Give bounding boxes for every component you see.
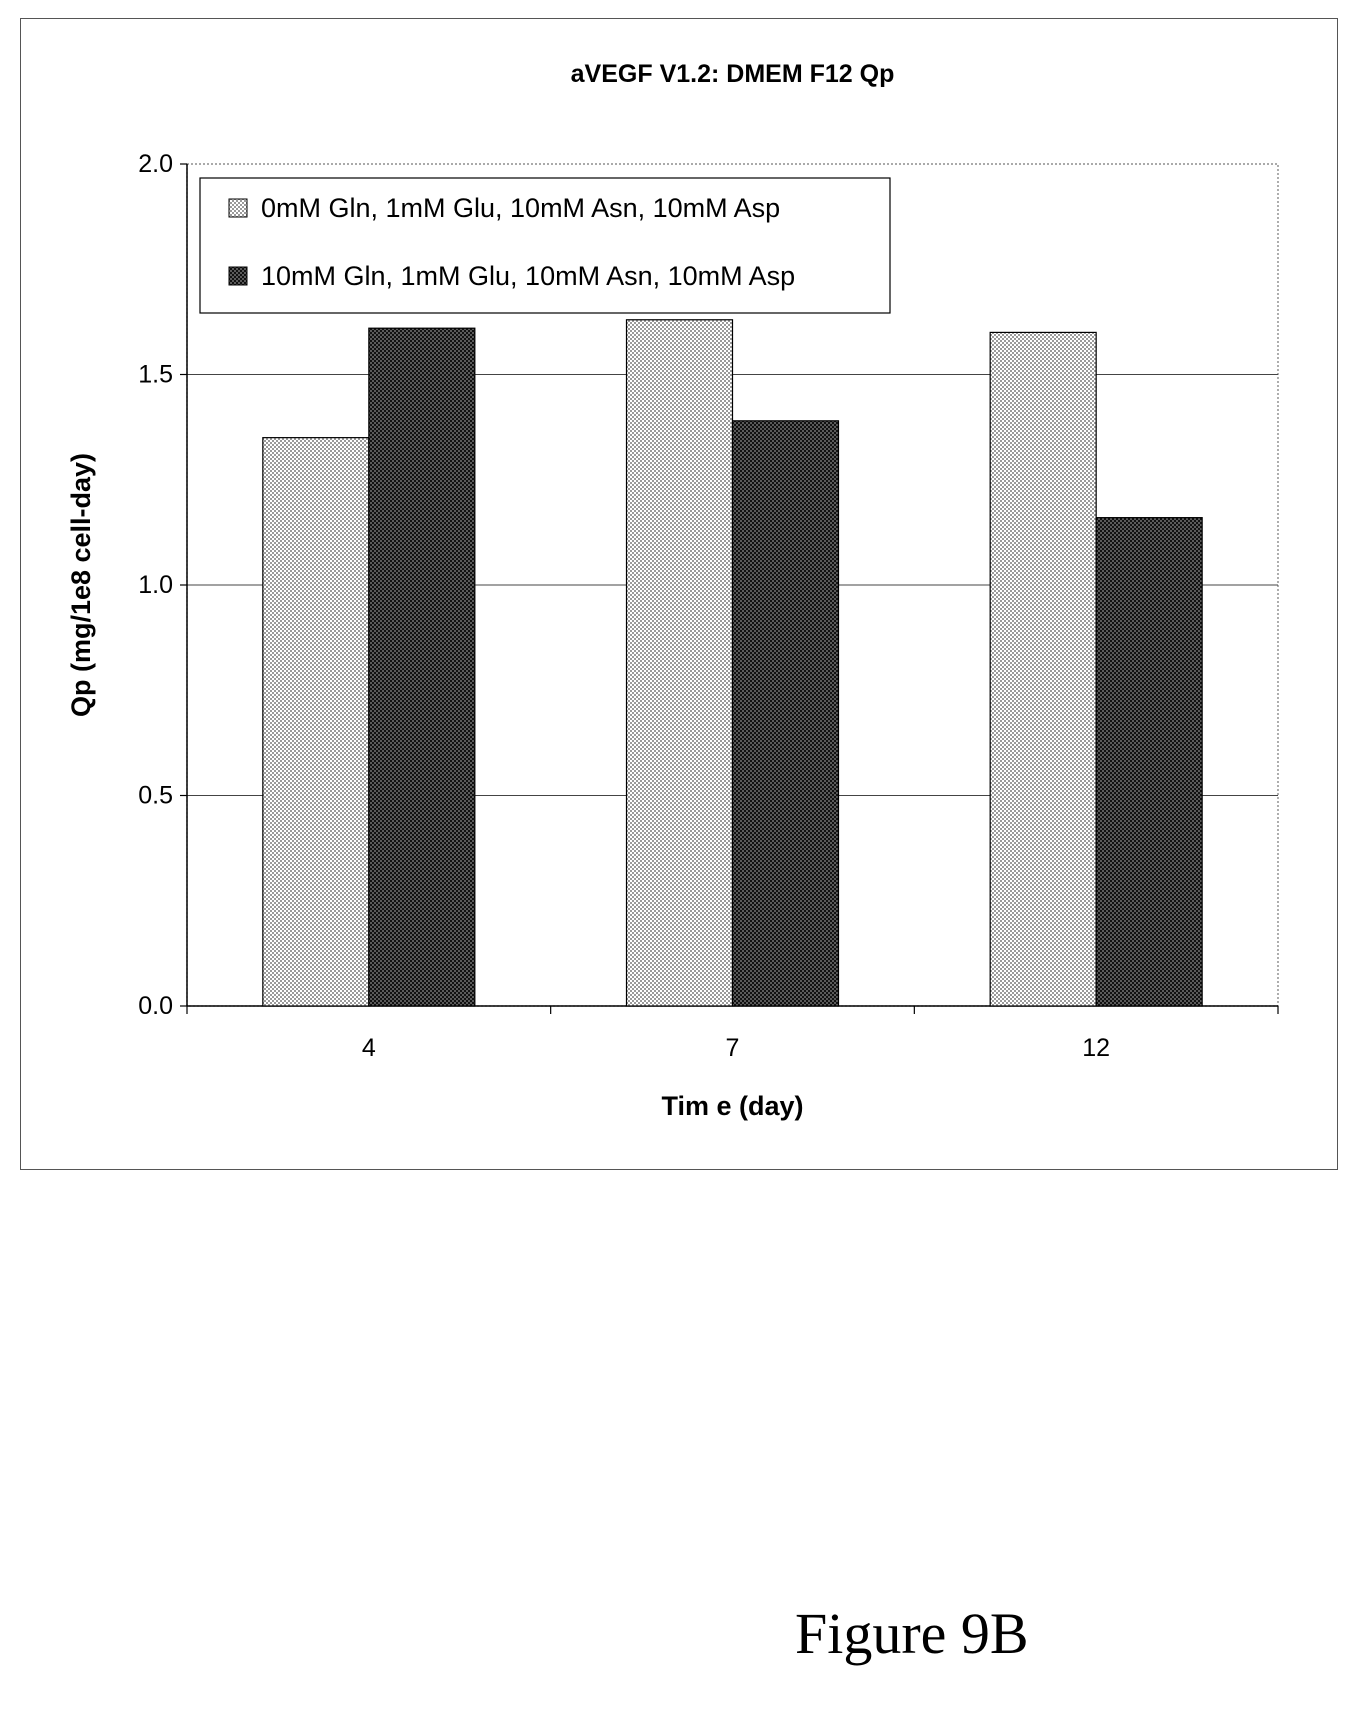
y-axis-label: Qp (mg/1e8 cell-day) — [66, 453, 96, 717]
bar-series-2-12 — [1095, 517, 1203, 1007]
x-tick-label: 7 — [726, 1034, 740, 1062]
x-tick-label: 12 — [1082, 1034, 1110, 1062]
y-tick-label: 0.0 — [138, 992, 173, 1020]
legend-swatch-1 — [228, 198, 248, 218]
chart-title: aVEGF V1.2: DMEM F12 Qp — [571, 60, 895, 88]
bar-series-2-7 — [731, 420, 840, 1007]
legend-swatch-2 — [228, 266, 248, 286]
y-tick-label: 0.5 — [138, 782, 173, 810]
bar-series-2-4 — [368, 327, 476, 1007]
x-tick-label: 4 — [362, 1034, 376, 1062]
y-tick-label: 1.5 — [138, 361, 173, 389]
bar-series-1-12 — [989, 331, 1097, 1007]
legend-label-1: 0mM Gln, 1mM Glu, 10mM Asn, 10mM Asp — [261, 193, 780, 223]
legend-box — [199, 177, 891, 314]
figure-label: Figure 9B — [795, 1601, 1029, 1666]
bar-series-1-7 — [625, 319, 734, 1007]
y-tick-label: 2.0 — [138, 150, 173, 178]
x-axis-label: Tim e (day) — [661, 1091, 803, 1121]
legend-label-2: 10mM Gln, 1mM Glu, 10mM Asn, 10mM Asp — [261, 261, 795, 291]
y-tick-label: 1.0 — [138, 571, 173, 599]
bar-series-1-4 — [262, 437, 370, 1007]
